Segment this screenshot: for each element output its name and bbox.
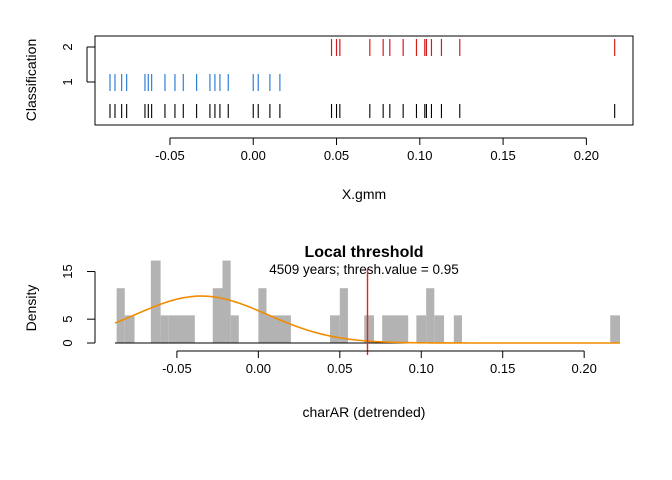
- histogram-bar: [426, 288, 435, 343]
- chart-subtitle: 4509 years; thresh.value = 0.95: [269, 262, 459, 277]
- bottom-x-tick-label: 0.10: [409, 361, 434, 376]
- histogram-bar: [453, 315, 462, 343]
- histogram-bar: [222, 260, 231, 343]
- bottom-x-axis-title: charAR (detrended): [303, 404, 426, 420]
- top-y-axis: 12: [60, 43, 95, 86]
- chart-title: Local threshold: [304, 244, 423, 261]
- bottom-x-tick-label: 0.20: [572, 361, 597, 376]
- top-y-tick-label: 1: [60, 78, 75, 85]
- histogram-bar: [116, 288, 125, 343]
- top-x-tick-label: 0.15: [490, 148, 515, 163]
- bottom-x-tick-label: 0.15: [490, 361, 515, 376]
- bottom-y-axis-title: Density: [23, 285, 39, 332]
- histogram-bar: [382, 315, 409, 343]
- classification-rug-plot: -0.05 0.00 0.05 0.10 0.15 0.20 12 X.gmm Class…: [23, 35, 634, 202]
- histogram-bar: [258, 288, 267, 343]
- bottom-x-tick-label: 0.00: [246, 361, 271, 376]
- histogram-bar: [339, 288, 348, 343]
- histogram-bar: [212, 288, 223, 343]
- top-x-tick-label: -0.05: [155, 148, 185, 163]
- top-plot-frame: [94, 35, 634, 126]
- histogram-bar: [416, 315, 427, 343]
- top-x-axis-title: X.gmm: [342, 186, 386, 202]
- histogram-bar: [610, 315, 620, 343]
- histogram-bar: [168, 315, 195, 343]
- top-rug-group: [109, 104, 616, 118]
- bottom-x-axis: -0.05 0.00 0.05 0.10 0.15 0.20: [162, 350, 597, 376]
- top-x-tick-label: 0.00: [241, 148, 266, 163]
- top-x-tick-label: 0.20: [574, 148, 599, 163]
- top-x-axis: -0.05 0.00 0.05 0.10 0.15 0.20: [155, 137, 599, 163]
- top-x-tick-label: 0.05: [324, 148, 349, 163]
- bottom-y-axis: 0 5 15: [60, 264, 96, 347]
- histogram-bars: [116, 260, 620, 343]
- class-1-ticks: [109, 74, 281, 91]
- histogram-bar: [434, 315, 445, 343]
- bottom-x-tick-label: -0.05: [162, 361, 192, 376]
- histogram-bar: [364, 315, 375, 343]
- bottom-y-tick-label: 15: [60, 264, 75, 278]
- histogram-bar: [330, 315, 340, 343]
- histogram-bar: [150, 260, 161, 343]
- class-2-ticks: [330, 39, 616, 56]
- bottom-x-tick-label: 0.05: [327, 361, 352, 376]
- top-x-tick-label: 0.10: [407, 148, 432, 163]
- histogram-bar: [230, 315, 239, 343]
- histogram-bar: [160, 315, 169, 343]
- bottom-y-tick-label: 5: [60, 316, 75, 323]
- top-y-tick-label: 2: [60, 43, 75, 50]
- local-threshold-histogram: Local threshold 4509 years; thresh.value…: [23, 244, 620, 420]
- bottom-y-tick-label: 0: [60, 339, 75, 346]
- histogram-bar: [124, 315, 135, 343]
- top-y-axis-title: Classification: [23, 39, 39, 121]
